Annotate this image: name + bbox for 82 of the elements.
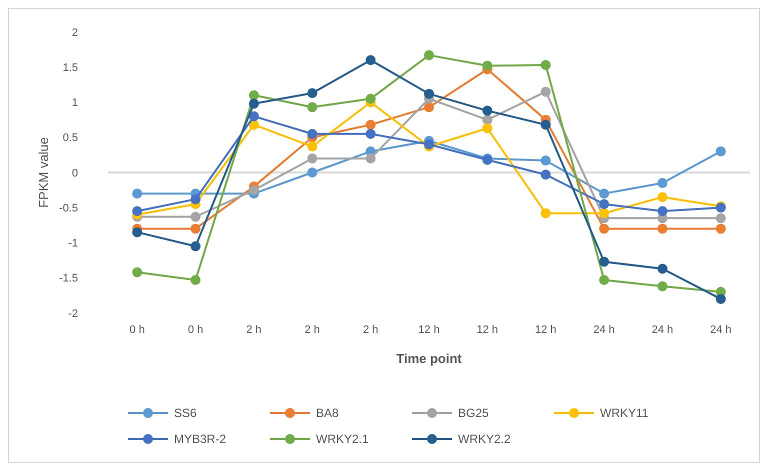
point (307, 168, 318, 178)
point (132, 188, 142, 199)
point (657, 192, 668, 202)
point (248, 185, 259, 196)
point (540, 170, 551, 180)
y-tick-label: 2 (72, 26, 78, 39)
point (248, 98, 259, 109)
legend-label: WRKY2.2 (458, 432, 512, 446)
point (424, 50, 434, 60)
x-tick-label: 12 h (535, 324, 556, 336)
x-tick-label: 12 h (418, 324, 440, 336)
y-tick-label: -0.5 (59, 202, 78, 214)
point (132, 206, 142, 216)
point (132, 267, 142, 278)
x-tick-label: 24 h (652, 324, 674, 336)
point (190, 274, 201, 285)
point (424, 102, 434, 112)
legend-label: MYB3R-2 (174, 432, 226, 446)
point (657, 178, 668, 188)
point (366, 55, 376, 66)
legend-label: SS6 (174, 406, 198, 420)
y-tick-label: 1 (72, 97, 78, 110)
y-tick-label: 0 (72, 167, 78, 180)
y-tick-label: -2 (68, 308, 78, 320)
y-tick-label: 1.5 (62, 62, 78, 74)
point (540, 60, 551, 70)
x-tick-label: 2 h (304, 324, 320, 336)
x-tick-label: 0 h (130, 324, 145, 336)
x-axis-title: Time point (396, 351, 462, 366)
point (716, 146, 726, 156)
point (366, 94, 376, 104)
point (482, 60, 492, 71)
point (307, 153, 318, 164)
point (657, 206, 668, 216)
point (190, 212, 201, 222)
x-tick-label: 24 h (710, 324, 732, 336)
point (248, 90, 259, 100)
point (540, 120, 551, 130)
point (716, 294, 726, 304)
point (424, 139, 434, 150)
point (599, 208, 610, 218)
point (482, 123, 492, 134)
point (482, 106, 492, 116)
point (540, 156, 551, 166)
point (540, 86, 551, 97)
legend-label: BG25 (458, 406, 490, 420)
y-tick-label: -1 (68, 238, 78, 250)
y-axis-title: FPKM value (36, 137, 51, 208)
point (248, 111, 259, 122)
point (657, 264, 668, 274)
y-tick-label: 0.5 (62, 132, 78, 144)
legend-label: WRKY2.1 (316, 432, 370, 446)
point (599, 274, 610, 285)
x-tick-label: 12 h (476, 324, 498, 336)
point (307, 102, 318, 112)
legend-label: BA8 (316, 406, 340, 420)
point (599, 224, 610, 234)
point (307, 128, 318, 139)
x-tick-label: 2 h (362, 324, 378, 336)
point (132, 227, 142, 238)
x-tick-label: 2 h (246, 324, 262, 336)
point (307, 142, 318, 152)
point (366, 128, 376, 139)
point (599, 199, 610, 210)
point (190, 194, 201, 204)
point (424, 88, 434, 99)
legend-label: WRKY11 (600, 406, 649, 420)
point (657, 281, 668, 292)
point (366, 120, 376, 130)
x-tick-label: 0 h (188, 324, 204, 336)
point (366, 153, 376, 164)
point (540, 208, 551, 218)
point (190, 241, 201, 252)
point (657, 224, 668, 234)
point (190, 224, 201, 234)
point (599, 188, 610, 199)
point (716, 213, 726, 224)
point (716, 224, 726, 234)
y-tick-label: -1.5 (59, 272, 78, 285)
point (599, 256, 610, 267)
point (307, 88, 318, 98)
x-tick-label: 24 h (593, 324, 615, 336)
